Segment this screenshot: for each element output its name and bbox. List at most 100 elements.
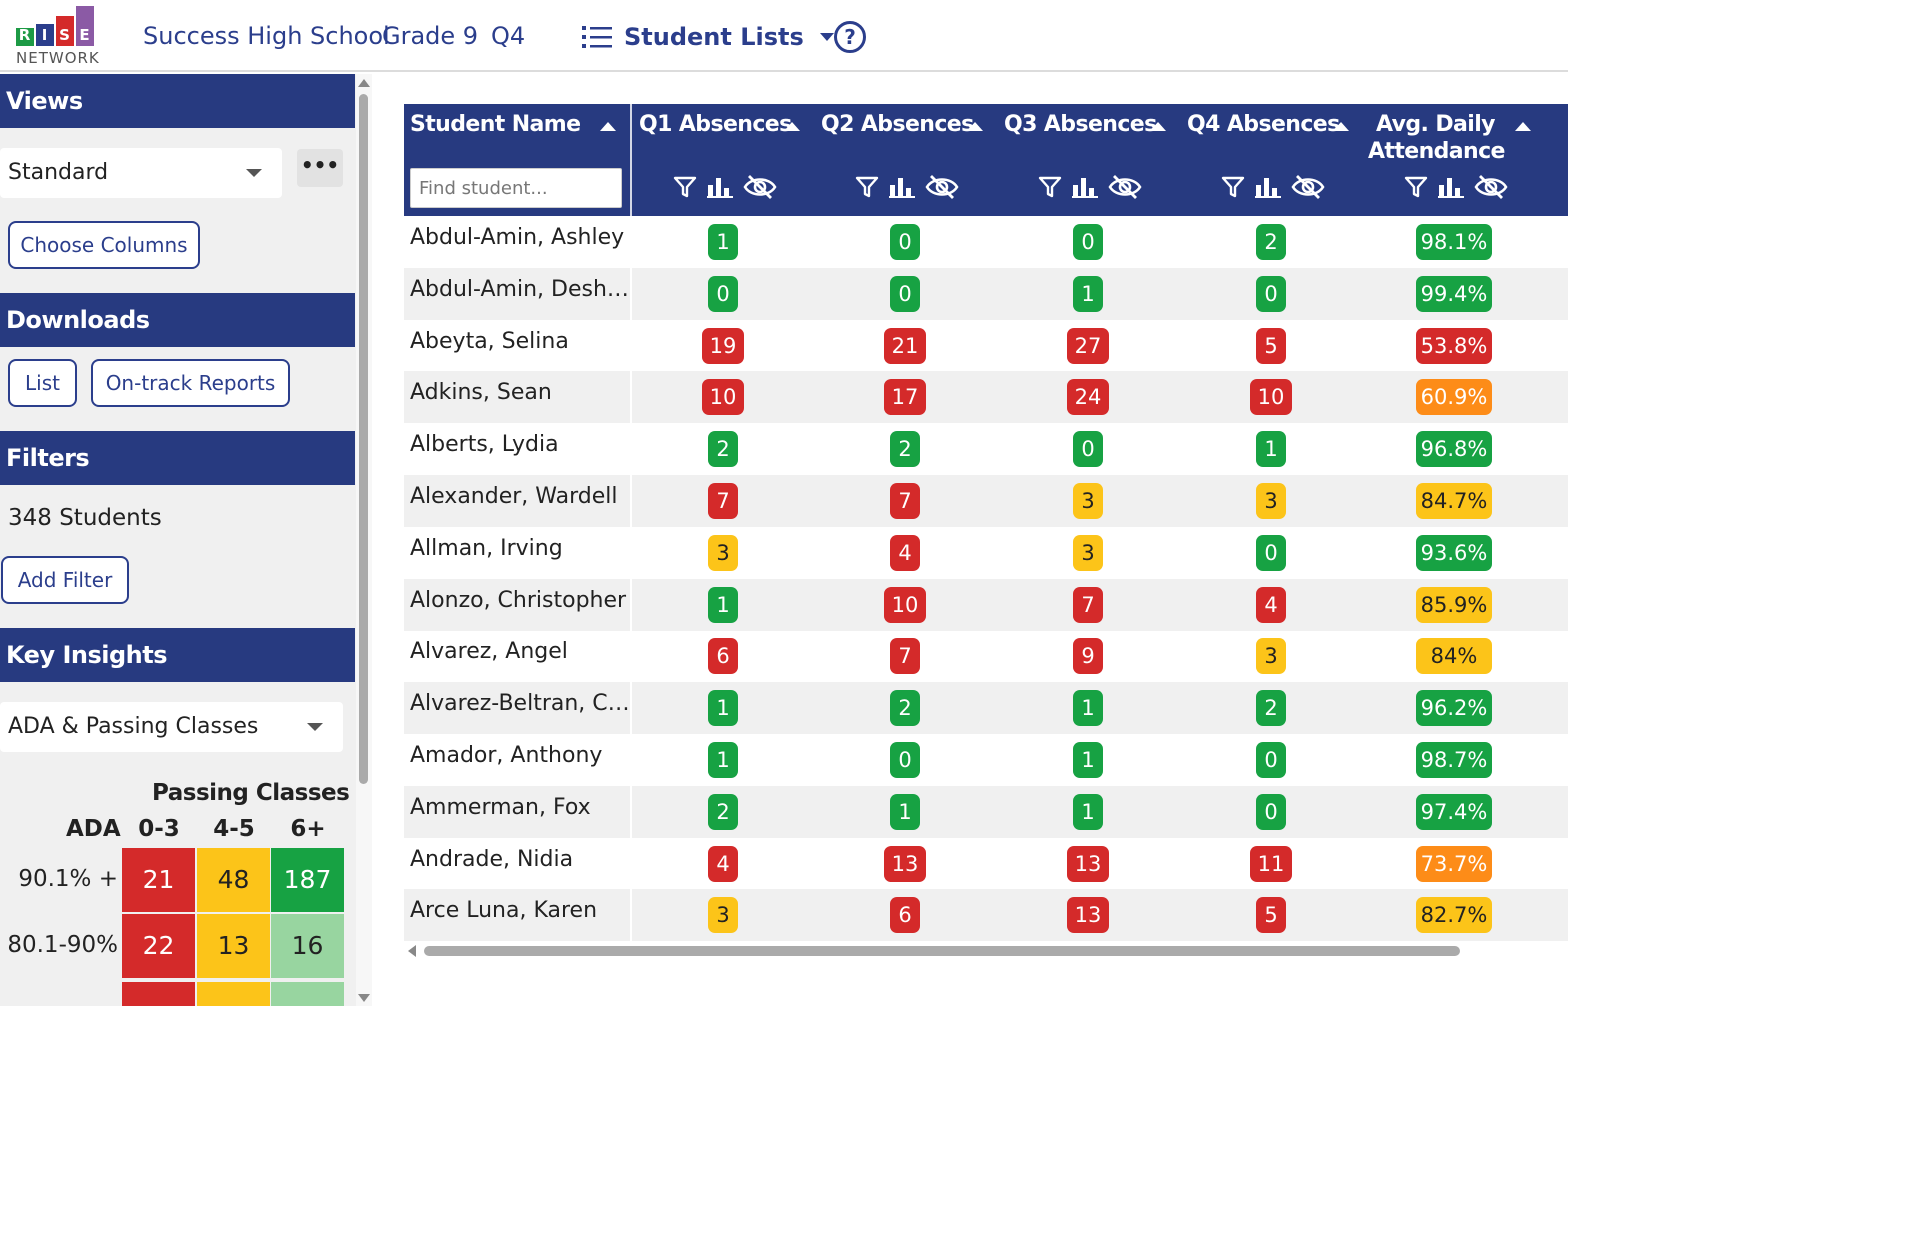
matrix-col-header: 6+ (290, 816, 326, 842)
student-name-cell[interactable]: Ammerman, Fox (410, 794, 591, 820)
bar-chart-icon[interactable] (1072, 175, 1098, 199)
views-select-value: Standard (8, 160, 109, 185)
student-name-cell[interactable]: Adkins, Sean (410, 380, 552, 406)
scrollbar-thumb[interactable] (424, 946, 1460, 956)
table-row[interactable]: Abdul-Amin, Ashley 1 0 0 2 98.1% (404, 216, 1568, 268)
bar-chart-icon[interactable] (1438, 175, 1464, 199)
table-row[interactable]: Allman, Irving 3 4 3 0 93.6% (404, 526, 1568, 579)
table-row[interactable]: Abdul-Amin, Desha... 0 0 1 0 99.4% (404, 267, 1568, 320)
sort-asc-icon[interactable] (1150, 122, 1166, 131)
absence-badge: 5 (1256, 327, 1286, 364)
table-horizontal-scrollbar[interactable] (404, 942, 1568, 960)
filter-icon[interactable] (1404, 175, 1428, 199)
matrix-cell[interactable]: 13 (197, 914, 270, 978)
student-name-cell[interactable]: Arce Luna, Karen (410, 898, 598, 924)
eye-slash-icon[interactable] (925, 174, 959, 200)
student-name-cell[interactable]: Abdul-Amin, Ashley (410, 225, 625, 250)
eye-slash-icon[interactable] (743, 174, 777, 200)
absence-badge: 0 (1256, 534, 1286, 571)
student-name-cell[interactable]: Alonzo, Christopher (410, 587, 627, 613)
insights-select[interactable]: ADA & Passing Classes (0, 702, 343, 752)
student-name-cell[interactable]: Abdul-Amin, Desha... (410, 276, 630, 302)
filter-icon[interactable] (1221, 175, 1245, 199)
bar-chart-icon[interactable] (889, 175, 915, 199)
add-filter-button[interactable]: Add Filter (1, 556, 129, 604)
absence-badge: 0 (1256, 793, 1286, 830)
matrix-cell[interactable]: 16 (271, 914, 344, 978)
student-lists-menu[interactable]: Student Lists (582, 20, 834, 54)
student-name-cell[interactable]: Amador, Anthony (410, 743, 603, 768)
absence-badge: 2 (1256, 690, 1286, 727)
matrix-cell[interactable] (271, 982, 344, 1006)
student-name-cell[interactable]: Alvarez-Beltran, Ch... (410, 691, 630, 717)
bar-chart-icon[interactable] (707, 175, 733, 199)
table-row[interactable]: Alvarez-Beltran, Ch... 1 2 1 2 96.2% (404, 682, 1568, 735)
student-name-cell[interactable]: Abeyta, Selina (410, 328, 569, 354)
scroll-left-arrow[interactable] (408, 945, 416, 957)
col-student-name[interactable]: Student Name (404, 104, 630, 216)
absence-badge: 5 (1256, 897, 1286, 934)
absence-badge: 3 (1256, 638, 1286, 675)
column-divider (630, 104, 632, 216)
grade-link[interactable]: Grade 9 (382, 22, 479, 50)
eye-slash-icon[interactable] (1108, 174, 1142, 200)
sort-asc-icon[interactable] (967, 122, 983, 131)
quarter-link[interactable]: Q4 (491, 22, 526, 50)
filter-icon[interactable] (1038, 175, 1062, 199)
matrix-cell[interactable]: 21 (122, 848, 195, 912)
student-name-cell[interactable]: Alvarez, Angel (410, 639, 568, 665)
matrix-cell[interactable]: 48 (197, 848, 270, 912)
table-row[interactable]: Arce Luna, Karen 3 6 13 5 82.7% (404, 889, 1568, 942)
ontrack-reports-button[interactable]: On-track Reports (91, 359, 290, 407)
logo-letter-i: I (41, 26, 49, 44)
attendance-badge: 82.7% (1416, 897, 1492, 934)
rise-network-logo[interactable]: R I S E NETWORK (12, 6, 99, 68)
table-row[interactable]: Alberts, Lydia 2 2 0 1 96.8% (404, 423, 1568, 476)
table-row[interactable]: Andrade, Nidia 4 13 13 11 73.7% (404, 837, 1568, 890)
eye-slash-icon[interactable] (1474, 174, 1508, 200)
table-row[interactable]: Alvarez, Angel 6 7 9 3 84% (404, 630, 1568, 683)
matrix-cell[interactable]: 187 (271, 848, 344, 912)
scroll-down-arrow[interactable] (358, 994, 370, 1002)
matrix-row-label: 90.1% + (18, 866, 118, 892)
filter-icon[interactable] (855, 175, 879, 199)
table-row[interactable]: Amador, Anthony 1 0 1 0 98.7% (404, 734, 1568, 786)
find-student-input[interactable] (410, 168, 622, 208)
help-circle-icon[interactable]: ? (834, 21, 866, 53)
student-name-cell[interactable]: Andrade, Nidia (410, 846, 574, 872)
student-name-cell[interactable]: Alexander, Wardell (410, 484, 618, 509)
bar-chart-icon[interactable] (1255, 175, 1281, 199)
sort-asc-icon[interactable] (600, 122, 616, 131)
downloads-heading: Downloads (0, 293, 355, 347)
views-more-button[interactable]: ••• (297, 149, 343, 187)
sidebar-scrollbar[interactable] (356, 74, 372, 1006)
download-list-button[interactable]: List (8, 359, 77, 407)
table-row[interactable]: Adkins, Sean 10 17 24 10 60.9% (404, 371, 1568, 424)
filter-icon[interactable] (673, 175, 697, 199)
scrollbar-thumb[interactable] (359, 94, 368, 784)
absence-badge: 0 (890, 275, 920, 312)
eye-slash-icon[interactable] (1291, 174, 1325, 200)
scroll-up-arrow[interactable] (358, 79, 370, 87)
matrix-cell[interactable] (122, 982, 195, 1006)
col-header-label: Q1 Absences (639, 112, 792, 137)
table-row[interactable]: Alonzo, Christopher 1 10 7 4 85.9% (404, 578, 1568, 631)
sort-asc-icon[interactable] (1333, 122, 1349, 131)
table-row[interactable]: Alexander, Wardell 7 7 3 3 84.7% (404, 475, 1568, 527)
column-divider (630, 785, 632, 838)
table-row[interactable]: Abeyta, Selina 19 21 27 5 53.8% (404, 319, 1568, 372)
matrix-cell[interactable]: 22 (122, 914, 195, 978)
school-link[interactable]: Success High School (143, 22, 390, 50)
sort-asc-icon[interactable] (784, 122, 800, 131)
sort-asc-icon[interactable] (1515, 122, 1531, 131)
student-name-cell[interactable]: Alberts, Lydia (410, 432, 559, 458)
student-name-cell[interactable]: Allman, Irving (410, 535, 563, 561)
matrix-row-label: 80.1-90% (7, 932, 118, 958)
views-select[interactable]: Standard (0, 148, 282, 198)
logo-bars: R I S E (16, 6, 96, 46)
table-row[interactable]: Ammerman, Fox 2 1 1 0 97.4% (404, 785, 1568, 838)
matrix-cell[interactable] (197, 982, 270, 1006)
filters-heading: Filters (0, 431, 355, 485)
absence-badge: 2 (890, 431, 920, 468)
choose-columns-button[interactable]: Choose Columns (8, 221, 200, 269)
